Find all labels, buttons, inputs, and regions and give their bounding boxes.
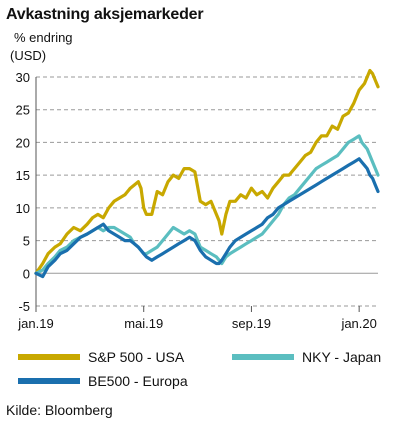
legend: S&P 500 - USA NKY - Japan BE500 - Europa (18, 349, 381, 389)
series-line-0 (34, 68, 380, 275)
y-tick-label: 20 (16, 135, 30, 150)
y-axis: -5 0 5 10 15 20 25 30 (16, 70, 37, 314)
y-tick-label: 5 (23, 234, 30, 249)
chart-title: Avkastning aksjemarkeder (6, 6, 204, 23)
source-note: Kilde: Bloomberg (6, 402, 113, 418)
y-tick-label: 25 (16, 103, 30, 118)
y-tick-label: -5 (18, 299, 30, 314)
legend-label-1: NKY - Japan (302, 349, 381, 365)
x-axis: jan.19 mai.19 sep.19 jan.20 (17, 306, 377, 331)
x-tick-label: sep.19 (232, 316, 271, 331)
y-tick-label: 10 (16, 201, 30, 216)
legend-label-2: BE500 - Europa (88, 373, 188, 389)
series-line-2 (34, 157, 380, 279)
x-tick-label: mai.19 (124, 316, 163, 331)
y-tick-label: 15 (16, 168, 30, 183)
y-currency-label: (USD) (10, 48, 47, 63)
x-tick-label: jan.20 (340, 316, 376, 331)
y-tick-label: 30 (16, 70, 30, 85)
y-unit-label: % endring (14, 30, 73, 45)
y-tick-label: 0 (23, 266, 30, 281)
grid (36, 76, 378, 307)
legend-label-0: S&P 500 - USA (88, 349, 185, 365)
x-tick-label: jan.19 (17, 316, 53, 331)
series-lines (34, 68, 380, 279)
